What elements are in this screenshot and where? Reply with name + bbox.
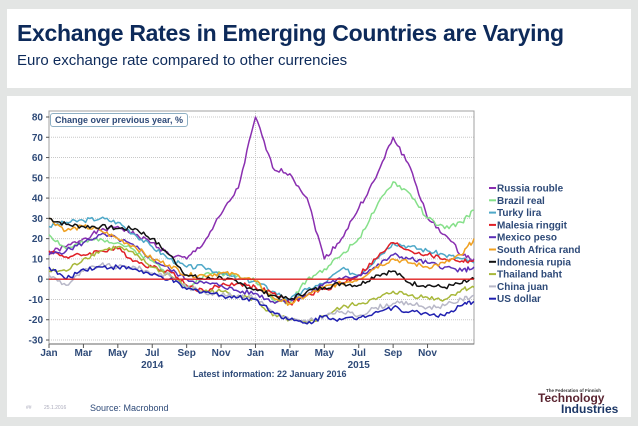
legend-item: Brazil real	[489, 196, 545, 207]
logo: The Federation of Finnish Technology Ind…	[538, 388, 636, 415]
legend-label: Russia rouble	[497, 184, 564, 195]
series-line-thailand-baht	[48, 245, 475, 325]
legend-label: US dollar	[497, 294, 541, 305]
logo-small-text: The Federation of Finnish	[546, 388, 601, 393]
ytick-label: 70	[32, 133, 44, 144]
series-line-malesia-ringgit	[48, 241, 475, 306]
logo-industries: Industries	[561, 402, 619, 416]
legend-item: Thailand baht	[489, 270, 563, 281]
legend-item: South Africa rand	[489, 245, 581, 256]
ytick-label: -10	[29, 295, 44, 306]
ytick-label: 10	[32, 254, 44, 265]
xtick-label: Sep	[177, 348, 195, 359]
page-number: ##	[26, 405, 32, 411]
legend-item: China juan	[489, 282, 548, 293]
xtick-label: Jan	[40, 348, 57, 359]
legend-item: US dollar	[489, 294, 541, 305]
legend-item: Malesia ringgit	[489, 220, 568, 231]
legend-item: Russia rouble	[489, 184, 564, 195]
xtick-label: Mar	[281, 348, 299, 359]
legend-label: Indonesia rupia	[497, 257, 571, 268]
series-line-china-juan	[48, 262, 475, 323]
series-line-brazil-real	[48, 181, 475, 305]
ytick-label: 30	[32, 214, 44, 225]
series-lines	[48, 116, 475, 325]
ytick-label: 40	[32, 194, 44, 205]
latest-information: Latest information: 22 January 2016	[193, 369, 347, 379]
year-label: 2015	[348, 360, 371, 371]
chart-annotation: Change over previous year, %	[50, 113, 189, 127]
legend-label: Thailand baht	[497, 270, 563, 281]
legend-label: Mexico peso	[497, 233, 557, 244]
xtick-label: Mar	[75, 348, 93, 359]
xtick-label: Nov	[418, 348, 437, 359]
series-line-us-dollar	[48, 264, 475, 325]
series-line-turky-lira	[48, 216, 475, 301]
ytick-label: 20	[32, 234, 44, 245]
series-line-south-africa-rand	[48, 217, 475, 306]
ytick-label: 0	[37, 275, 43, 286]
ytick-label: 50	[32, 173, 44, 184]
xtick-label: May	[315, 348, 335, 359]
legend-label: Brazil real	[497, 196, 545, 207]
xtick-label: Jul	[351, 348, 366, 359]
series-line-russia-rouble	[48, 116, 475, 262]
xtick-label: Sep	[384, 348, 402, 359]
grid-lines	[49, 111, 474, 344]
legend-item: Mexico peso	[489, 233, 557, 244]
axes	[46, 110, 475, 348]
ytick-label: -20	[29, 315, 44, 326]
xtick-label: Nov	[212, 348, 231, 359]
page-subtitle: Euro exchange rate compared to other cur…	[17, 52, 348, 69]
ytick-label: 80	[32, 113, 44, 124]
xtick-label: May	[108, 348, 128, 359]
logo-technology: Technology	[538, 391, 605, 405]
source-label: Source: Macrobond	[90, 403, 169, 413]
footer-date: 25.1.2016	[44, 405, 67, 411]
header-panel	[7, 9, 631, 88]
page-title: Exchange Rates in Emerging Countries are…	[17, 20, 564, 46]
ytick-label: -30	[29, 336, 44, 347]
xtick-label: Jan	[247, 348, 264, 359]
legend-label: Malesia ringgit	[497, 220, 568, 231]
legend-item: Indonesia rupia	[489, 257, 571, 268]
ytick-label: 60	[32, 153, 44, 164]
legend-label: China juan	[497, 282, 548, 293]
chart-panel	[7, 96, 631, 417]
year-label: 2014	[141, 360, 164, 371]
legend-item: Turky lira	[489, 208, 542, 219]
legend-label: South Africa rand	[497, 245, 581, 256]
xtick-label: Jul	[145, 348, 160, 359]
legend-label: Turky lira	[497, 208, 542, 219]
series-line-indonesia-rupia	[48, 217, 475, 301]
